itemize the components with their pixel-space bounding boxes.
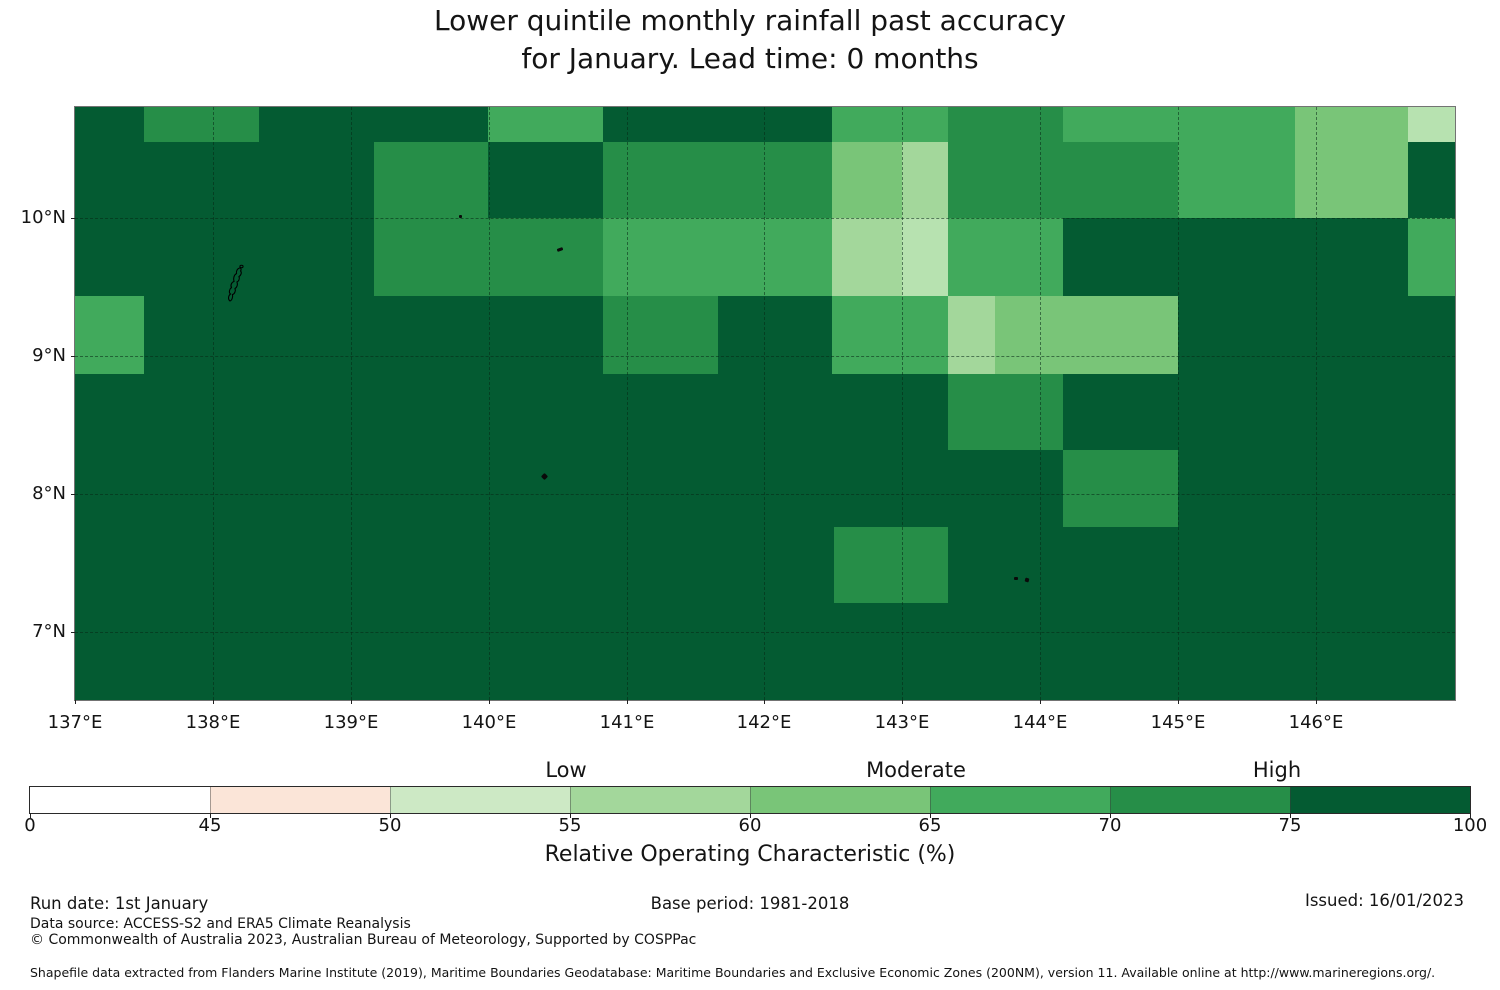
map-cell: [488, 107, 603, 142]
colorbar-segment: [570, 787, 750, 813]
colorbar-tick: [1470, 813, 1471, 818]
map-cell: [1063, 450, 1178, 527]
colorbar-tick: [570, 813, 571, 818]
graticule-meridian: [351, 107, 352, 700]
graticule-meridian: [1316, 107, 1317, 700]
colorbar-tick-label: 45: [198, 815, 222, 836]
graticule-meridian: [764, 107, 765, 700]
colorbar-segment: [1290, 787, 1470, 813]
map-cell: [948, 218, 995, 296]
islet-dot: [459, 215, 462, 218]
map-cell: [603, 296, 718, 374]
graticule-parallel: [75, 356, 1455, 357]
issued-text: Issued: 16/01/2023: [1304, 891, 1464, 910]
map-cell: [144, 107, 259, 142]
map-cell: [948, 374, 1063, 450]
colorbar-tick-label: 50: [378, 815, 402, 836]
colorbar: [29, 786, 1471, 814]
graticule-parallel: [75, 494, 1455, 495]
map-cell: [832, 296, 948, 374]
graticule-parallel: [75, 632, 1455, 633]
graticule-meridian: [627, 107, 628, 700]
map-cell: [603, 142, 832, 218]
graticule-meridian: [213, 107, 214, 700]
copyright-text: © Commonwealth of Australia 2023, Austra…: [30, 932, 697, 948]
graticule-meridian: [902, 107, 903, 700]
map-cell: [948, 107, 1063, 142]
colorbar-tick: [1110, 813, 1111, 818]
colorbar-tick-label: 65: [918, 815, 942, 836]
colorbar-tick: [30, 813, 31, 818]
map-cell: [1040, 142, 1178, 218]
colorbar-segment: [750, 787, 930, 813]
map-cell: [603, 218, 832, 296]
colorbar-tick-label: 0: [24, 815, 36, 836]
shapefile-note-text: Shapefile data extracted from Flanders M…: [30, 965, 1436, 980]
data-source-text: Data source: ACCESS-S2 and ERA5 Climate …: [30, 916, 411, 932]
graticule-meridian: [489, 107, 490, 700]
colorbar-segment: [930, 787, 1110, 813]
map-cell: [832, 142, 902, 218]
colorbar-tick-label: 75: [1278, 815, 1302, 836]
map-cell: [995, 296, 1178, 374]
chart-title: Lower quintile monthly rainfall past acc…: [0, 2, 1500, 78]
graticule-meridian: [1178, 107, 1179, 700]
map-cell: [948, 142, 1040, 218]
map-cell: [948, 296, 995, 374]
chart-title-line1: Lower quintile monthly rainfall past acc…: [433, 4, 1066, 37]
colorbar-tick: [1290, 813, 1291, 818]
colorbar-tick-label: 60: [738, 815, 762, 836]
map-cell: [1295, 107, 1408, 218]
map-cell: [1178, 107, 1295, 218]
graticule-meridian: [1040, 107, 1041, 700]
colorbar-category-label: Low: [545, 758, 587, 782]
map-cell: [374, 218, 603, 296]
colorbar-segment: [390, 787, 570, 813]
map-cell: [832, 218, 902, 296]
islet-dot: [1014, 577, 1018, 580]
run-date-text: Run date: 1st January: [30, 894, 209, 913]
map-cell: [75, 296, 144, 374]
map-cell: [832, 107, 948, 142]
map-cell: [834, 527, 948, 603]
colorbar-tick: [390, 813, 391, 818]
yap-islet-outline: [239, 264, 244, 269]
colorbar-tick: [930, 813, 931, 818]
map-cell: [902, 218, 948, 296]
colorbar-segment: [1110, 787, 1290, 813]
colorbar-tick: [210, 813, 211, 818]
yap-island-outline: [227, 267, 242, 302]
chart-title-line2: for January. Lead time: 0 months: [521, 42, 979, 75]
map-cell: [1063, 107, 1178, 142]
map-panel: [74, 106, 1456, 701]
colorbar-tick-label: 70: [1098, 815, 1122, 836]
map-cell: [902, 142, 948, 218]
map-cell: [374, 142, 488, 218]
colorbar-category-label: High: [1252, 758, 1302, 782]
map-cell: [995, 218, 1063, 296]
map-cell: [1408, 218, 1455, 296]
colorbar-tick-label: 55: [558, 815, 582, 836]
yap-island: [227, 264, 244, 302]
colorbar-segment: [30, 787, 210, 813]
colorbar-tick-label: 100: [1452, 815, 1488, 836]
graticule-parallel: [75, 218, 1455, 219]
colorbar-category-label: Moderate: [866, 758, 966, 782]
colorbar-segment: [210, 787, 390, 813]
colorbar-tick: [750, 813, 751, 818]
colorbar-axis-label: Relative Operating Characteristic (%): [544, 842, 956, 867]
base-period-text: Base period: 1981-2018: [650, 894, 850, 913]
map-cell: [1408, 107, 1455, 142]
